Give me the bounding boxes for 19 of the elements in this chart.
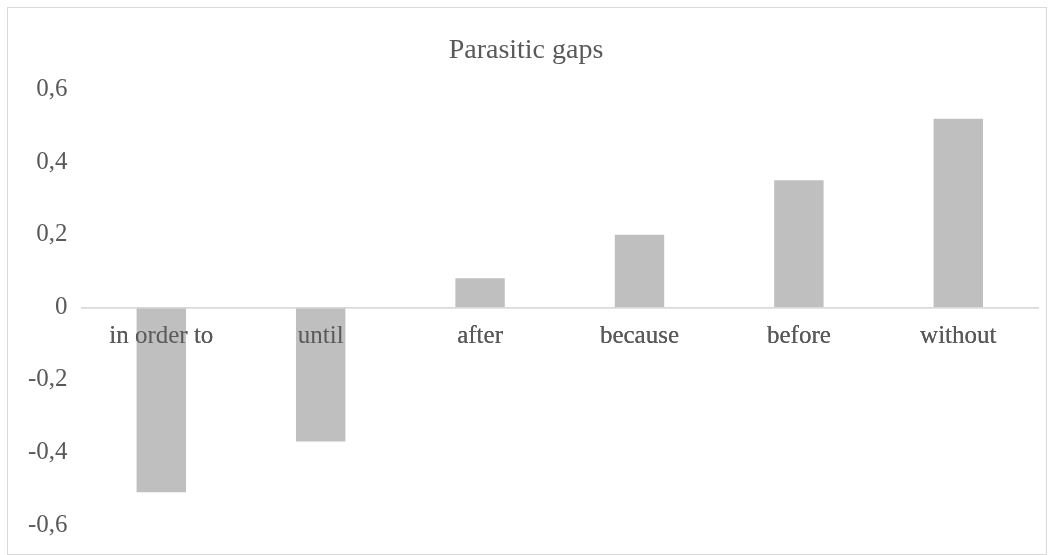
bar [455,278,505,308]
y-tick-label: 0 [55,291,68,319]
bar [136,307,186,493]
x-tick-label: until [297,320,344,348]
y-tick-label: 0,6 [36,74,68,102]
y-tick-label: -0,6 [28,509,68,537]
bar [774,180,824,308]
y-tick-label: 0,2 [36,219,68,247]
bar [295,307,346,442]
x-tick-label: because [599,320,680,348]
x-tick-label: after [457,320,504,348]
y-tick-label: -0,2 [28,364,68,392]
y-tick-label: 0,4 [36,146,69,174]
bar [933,118,984,308]
bar [614,234,665,308]
x-tick-label: before [766,320,831,348]
x-tick-label: without [920,320,997,348]
y-tick-label: -0,4 [28,437,69,464]
chart-title: Parasitic gaps [448,33,604,65]
